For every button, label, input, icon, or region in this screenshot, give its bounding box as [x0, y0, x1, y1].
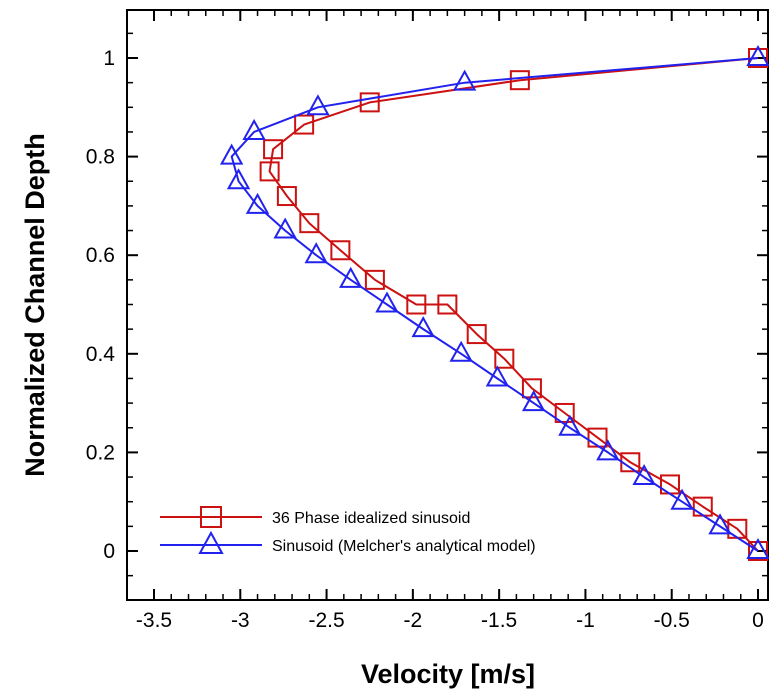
- data-point-square: [259, 161, 280, 182]
- data-point-triangle: [521, 390, 546, 412]
- data-point-square: [294, 114, 315, 135]
- legend-label-sinusoid: Sinusoid (Melcher's analytical model): [272, 538, 536, 555]
- data-point-square: [263, 139, 284, 160]
- x-tick-label: -3: [231, 609, 250, 632]
- y-tick-label: 0.6: [86, 244, 115, 267]
- data-point-triangle: [242, 118, 266, 140]
- series-layer: [219, 44, 769, 561]
- data-point-triangle: [375, 291, 399, 313]
- data-point-triangle: [226, 168, 251, 190]
- data-point-square: [364, 269, 385, 290]
- data-point-triangle: [746, 44, 769, 66]
- data-point-triangle: [245, 192, 270, 214]
- legend: 36 Phase idealized sinusoid Sinusoid (Me…: [160, 506, 536, 555]
- data-point-triangle: [452, 69, 477, 91]
- x-tick-label: 0: [752, 609, 764, 632]
- data-point-triangle: [306, 94, 330, 116]
- x-tick-label: -3.5: [136, 609, 172, 632]
- data-point-square: [437, 294, 458, 315]
- legend-marker-triangle: [198, 530, 224, 554]
- y-tick-label: 1: [103, 47, 115, 70]
- data-point-square: [521, 378, 542, 399]
- data-point-triangle: [411, 316, 435, 338]
- data-point-triangle: [670, 488, 694, 510]
- x-tick-label: -0.5: [654, 609, 690, 632]
- data-point-triangle: [219, 143, 244, 165]
- data-point-square: [406, 294, 427, 315]
- data-point-square: [276, 186, 297, 207]
- x-tick-label: -1.5: [481, 609, 517, 632]
- x-axis-title: Velocity [m/s]: [361, 659, 535, 689]
- y-tick-label: 0.4: [86, 343, 116, 366]
- series-line-2: [230, 57, 759, 552]
- data-point-square: [359, 92, 380, 113]
- y-tick-label: 0: [103, 540, 115, 563]
- series-line-1: [268, 57, 759, 552]
- data-point-triangle: [304, 242, 328, 264]
- legend-marker-square: [200, 506, 222, 528]
- data-point-triangle: [596, 439, 620, 461]
- data-point-square: [466, 324, 487, 345]
- x-tick-label: -2.5: [308, 609, 344, 632]
- legend-label-36-phase: 36 Phase idealized sinusoid: [272, 510, 470, 527]
- x-tick-label: -2: [404, 609, 423, 632]
- data-point-triangle: [273, 217, 297, 239]
- y-tick-label: 0.8: [86, 146, 115, 169]
- data-point-triangle: [632, 463, 656, 486]
- data-point-square: [494, 348, 515, 369]
- y-tick-label: 0.2: [86, 441, 115, 464]
- data-point-square: [330, 240, 351, 261]
- y-axis-title: Normalized Channel Depth: [20, 133, 50, 477]
- data-point-triangle: [339, 266, 363, 288]
- data-point-triangle: [558, 414, 582, 436]
- y-axis: 0 0.2 0.4 0.6 0.8 1: [86, 32, 768, 577]
- data-point-square: [299, 213, 320, 234]
- data-point-triangle: [485, 365, 510, 387]
- x-tick-label: -1: [576, 609, 595, 632]
- data-point-square: [554, 402, 575, 423]
- data-point-square: [509, 70, 530, 91]
- data-point-triangle: [708, 513, 732, 535]
- x-axis: -3.5 -3 -2.5 -2 -1.5 -1 -0.5 0: [136, 10, 764, 632]
- data-point-triangle: [746, 537, 769, 559]
- data-point-triangle: [449, 340, 473, 362]
